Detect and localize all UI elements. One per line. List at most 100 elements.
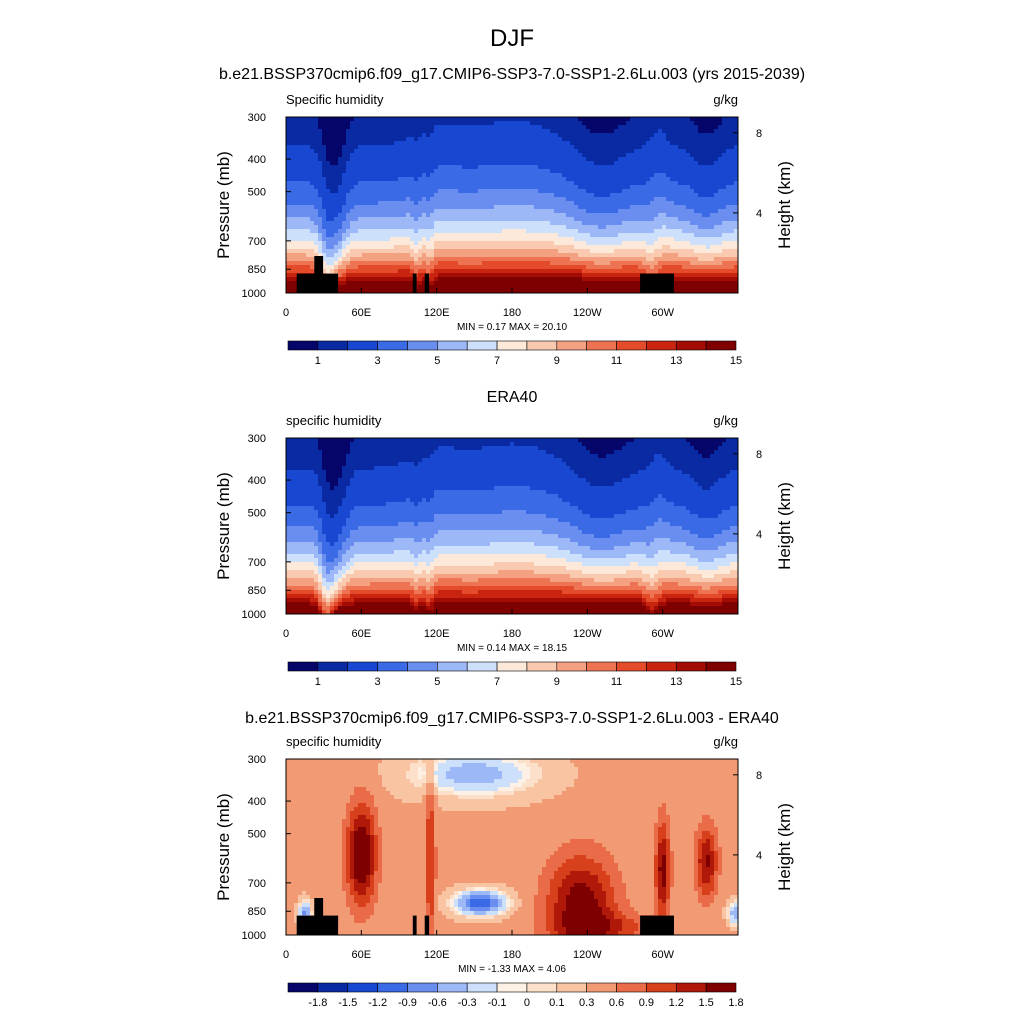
field-cell bbox=[718, 289, 723, 294]
field-cell bbox=[422, 141, 427, 146]
field-cell bbox=[290, 165, 295, 170]
field-cell bbox=[322, 205, 327, 210]
field-cell bbox=[702, 177, 707, 182]
field-cell bbox=[702, 253, 707, 258]
field-cell bbox=[646, 233, 651, 238]
field-cell bbox=[546, 133, 551, 138]
field-cell bbox=[554, 261, 559, 266]
field-cell bbox=[330, 177, 335, 182]
field-cell bbox=[694, 153, 699, 158]
field-cell bbox=[498, 221, 503, 226]
field-cell bbox=[662, 193, 667, 198]
field-cell bbox=[650, 249, 655, 254]
field-cell bbox=[474, 221, 479, 226]
field-cell bbox=[614, 129, 619, 134]
field-cell bbox=[398, 201, 403, 206]
field-cell bbox=[486, 209, 491, 214]
field-cell bbox=[718, 133, 723, 138]
field-cell bbox=[578, 269, 583, 274]
field-cell bbox=[466, 177, 471, 182]
field-cell bbox=[378, 217, 383, 222]
field-cell bbox=[602, 281, 607, 286]
field-cell bbox=[634, 269, 639, 274]
field-cell bbox=[574, 281, 579, 286]
field-cell bbox=[578, 125, 583, 130]
field-cell bbox=[558, 221, 563, 226]
field-cell bbox=[510, 217, 515, 222]
field-cell bbox=[598, 269, 603, 274]
field-cell bbox=[378, 129, 383, 134]
field-cell bbox=[570, 129, 575, 134]
field-cell bbox=[386, 133, 391, 138]
field-cell bbox=[706, 197, 711, 202]
field-cell bbox=[498, 185, 503, 190]
field-cell bbox=[574, 137, 579, 142]
field-cell bbox=[346, 209, 351, 214]
field-cell bbox=[694, 277, 699, 282]
field-cell bbox=[522, 125, 527, 130]
field-cell bbox=[482, 265, 487, 270]
field-cell bbox=[466, 237, 471, 242]
field-cell bbox=[622, 181, 627, 186]
field-cell bbox=[590, 277, 595, 282]
field-cell bbox=[646, 145, 651, 150]
field-cell bbox=[422, 265, 427, 270]
field-cell bbox=[334, 177, 339, 182]
field-cell bbox=[410, 169, 415, 174]
field-cell bbox=[386, 165, 391, 170]
field-cell bbox=[710, 197, 715, 202]
field-cell bbox=[482, 121, 487, 126]
field-cell bbox=[630, 185, 635, 190]
field-cell bbox=[522, 237, 527, 242]
field-cell bbox=[530, 217, 535, 222]
field-cell bbox=[478, 205, 483, 210]
field-cell bbox=[718, 225, 723, 230]
field-cell bbox=[694, 261, 699, 266]
field-cell bbox=[286, 117, 291, 122]
field-cell bbox=[430, 285, 435, 290]
field-cell bbox=[582, 233, 587, 238]
field-cell bbox=[606, 221, 611, 226]
field-cell bbox=[446, 201, 451, 206]
field-cell bbox=[678, 197, 683, 202]
field-cell bbox=[674, 225, 679, 230]
field-cell bbox=[638, 189, 643, 194]
field-cell bbox=[478, 261, 483, 266]
field-cell bbox=[670, 201, 675, 206]
field-cell bbox=[654, 193, 659, 198]
field-cell bbox=[706, 237, 711, 242]
field-cell bbox=[734, 269, 739, 274]
field-cell bbox=[594, 201, 599, 206]
field-cell bbox=[402, 129, 407, 134]
field-cell bbox=[466, 249, 471, 254]
field-cell bbox=[450, 157, 455, 162]
field-cell bbox=[422, 225, 427, 230]
field-cell bbox=[574, 117, 579, 122]
field-cell bbox=[486, 229, 491, 234]
field-cell bbox=[646, 249, 651, 254]
field-cell bbox=[482, 137, 487, 142]
field-cell bbox=[570, 245, 575, 250]
field-cell bbox=[322, 133, 327, 138]
field-cell bbox=[734, 161, 739, 166]
field-cell bbox=[618, 137, 623, 142]
field-cell bbox=[286, 201, 291, 206]
field-cell bbox=[498, 213, 503, 218]
field-cell bbox=[550, 265, 555, 270]
field-cell bbox=[506, 229, 511, 234]
field-cell bbox=[574, 129, 579, 134]
field-cell bbox=[582, 161, 587, 166]
field-cell bbox=[602, 141, 607, 146]
field-cell bbox=[730, 133, 735, 138]
field-cell bbox=[410, 245, 415, 250]
field-cell bbox=[462, 253, 467, 258]
field-cell bbox=[350, 269, 355, 274]
field-cell bbox=[594, 117, 599, 122]
field-cell bbox=[350, 157, 355, 162]
field-cell bbox=[550, 269, 555, 274]
field-cell bbox=[386, 193, 391, 198]
field-cell bbox=[510, 245, 515, 250]
field-cell bbox=[466, 197, 471, 202]
field-cell bbox=[686, 157, 691, 162]
field-cell bbox=[502, 185, 507, 190]
